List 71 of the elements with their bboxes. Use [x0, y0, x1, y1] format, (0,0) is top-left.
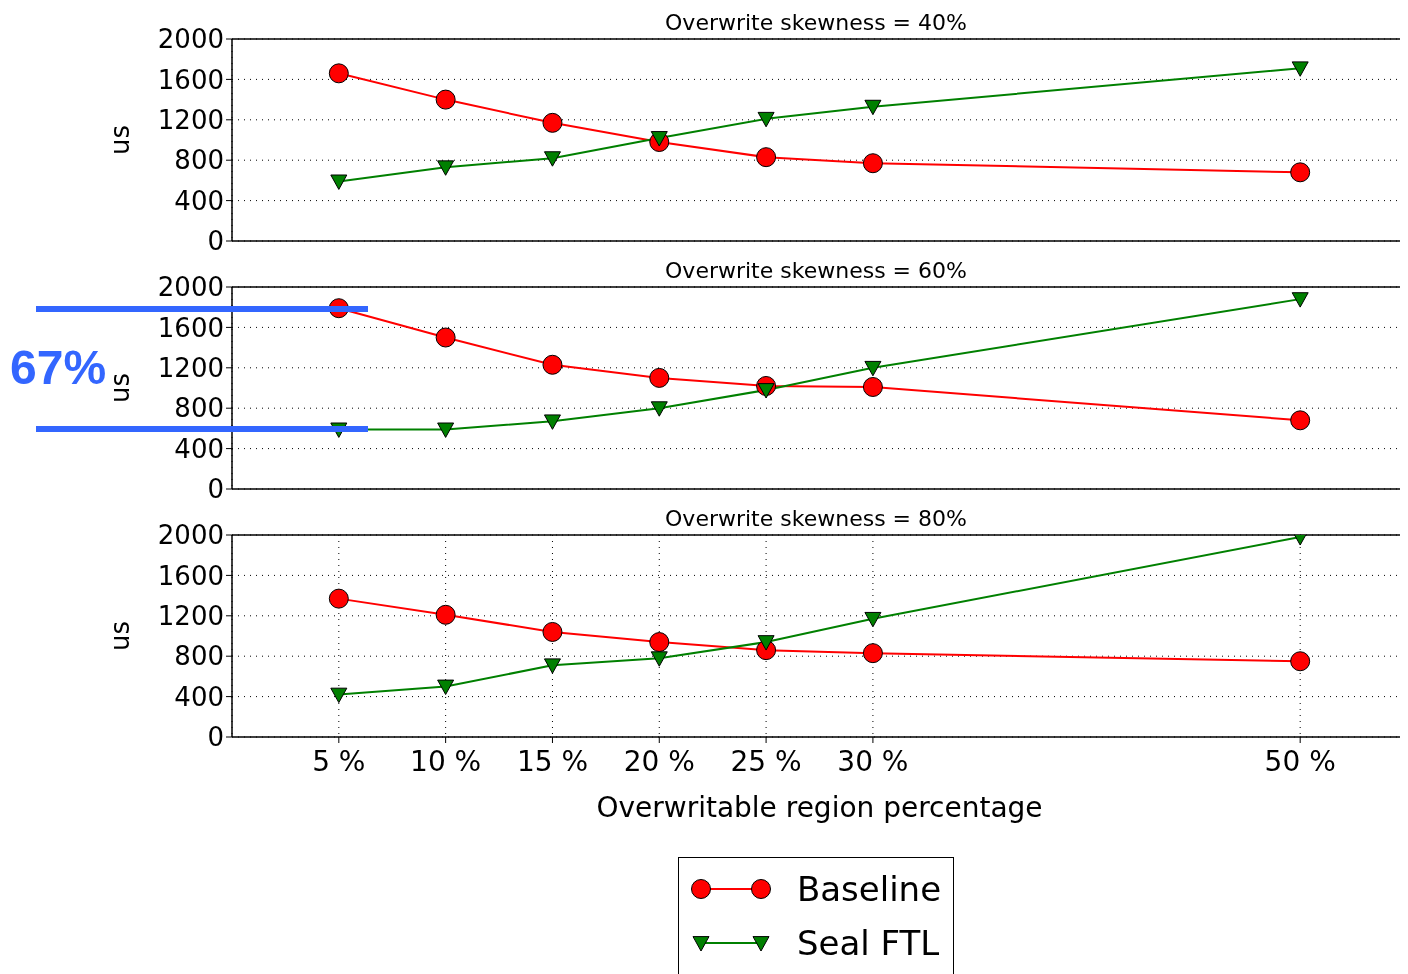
point [756, 147, 777, 168]
chart-title: Overwrite skewness = 40% [664, 9, 968, 37]
point [1290, 651, 1311, 672]
point [864, 611, 882, 628]
chart-title: Overwrite skewness = 80% [664, 505, 968, 533]
point [757, 635, 775, 651]
point [330, 687, 348, 704]
y-tick-label: 400 [174, 681, 224, 712]
y-tick-label: 2000 [157, 272, 224, 303]
point [330, 174, 348, 190]
point [757, 383, 775, 399]
x-axis-title: Overwritable region percentage [596, 791, 1043, 824]
point [543, 414, 561, 430]
point [862, 643, 883, 664]
point [542, 621, 563, 642]
x-tick-label: 15 % [516, 744, 589, 778]
y-tick-label: 1600 [157, 312, 224, 343]
y-tick-label: 400 [174, 185, 224, 216]
x-tick-label: 20 % [623, 744, 695, 778]
point [862, 153, 883, 174]
point [757, 111, 775, 128]
point [1291, 292, 1309, 308]
point [543, 151, 561, 167]
y-axis-title: us [105, 124, 136, 156]
point [862, 376, 883, 397]
y-tick-label: 2000 [157, 520, 224, 551]
y-tick-label: 0 [207, 722, 224, 753]
y-axis-title: us [105, 620, 136, 652]
y-tick-label: 0 [207, 474, 224, 505]
legend-label: Baseline [796, 869, 942, 909]
point [437, 160, 455, 176]
y-axis-title: us [105, 372, 136, 404]
y-tick-label: 2000 [157, 24, 224, 55]
x-tick-label: 10 % [410, 744, 482, 778]
point [650, 401, 668, 417]
point [1290, 410, 1311, 431]
y-tick-label: 1200 [157, 105, 224, 136]
point [437, 422, 455, 438]
point [542, 112, 563, 133]
x-tick-label: 50 % [1264, 744, 1336, 778]
x-tick-label: 30 % [837, 744, 909, 778]
legend-label: Seal FTL [796, 923, 940, 963]
point [650, 131, 668, 147]
chart-title: Overwrite skewness = 60% [664, 257, 968, 285]
point [649, 367, 670, 388]
point [543, 658, 561, 674]
point [864, 99, 882, 116]
point [328, 63, 349, 84]
point [435, 604, 456, 625]
point [435, 89, 456, 110]
point [650, 651, 668, 667]
x-tick-label: 25 % [730, 744, 802, 778]
point [864, 360, 882, 377]
y-tick-label: 800 [174, 393, 224, 424]
text: 67% [10, 340, 107, 396]
point [328, 588, 349, 609]
y-tick-label: 1600 [157, 560, 224, 591]
y-tick-label: 1200 [157, 601, 224, 632]
y-tick-label: 1200 [157, 353, 224, 384]
point [1291, 61, 1309, 77]
point [542, 354, 563, 375]
point [437, 679, 455, 695]
y-tick-label: 800 [174, 641, 224, 672]
y-tick-label: 400 [174, 433, 224, 464]
point [1290, 162, 1311, 183]
point [649, 632, 670, 653]
x-tick-label: 5 % [312, 744, 366, 778]
y-tick-label: 800 [174, 145, 224, 176]
point [435, 327, 456, 348]
y-tick-label: 1600 [157, 64, 224, 95]
y-tick-label: 0 [207, 226, 224, 257]
